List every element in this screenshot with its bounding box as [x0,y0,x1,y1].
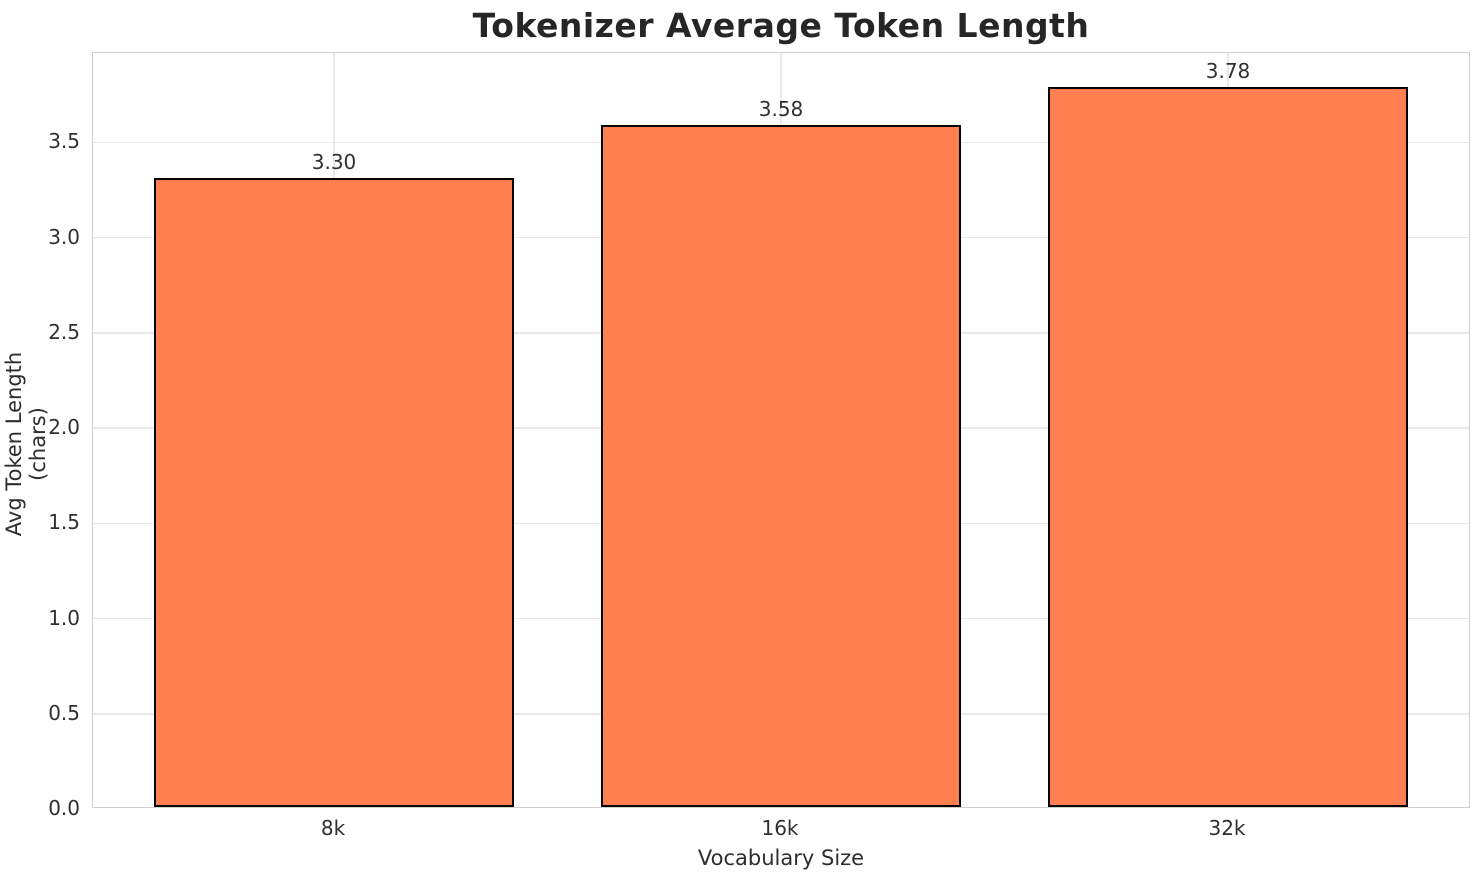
y-tick-label: 2.5 [48,319,80,344]
x-tick-label: 16k [761,816,799,840]
y-tick-label: 2.0 [48,415,80,440]
y-tick-label: 3.0 [48,224,80,249]
chart-title: Tokenizer Average Token Length [472,6,1090,45]
y-tick-label: 0.5 [48,700,80,725]
y-tick-label: 3.5 [48,129,80,154]
y-tick-label: 1.0 [48,605,80,630]
y-axis-label: Avg Token Length (chars) [2,351,50,537]
x-tick-label: 32k [1208,816,1246,840]
x-axis-label: Vocabulary Size [697,846,865,870]
bar-value-label: 3.78 [1205,59,1251,83]
x-tick-label: 8k [320,816,346,840]
y-tick-label: 1.5 [48,510,80,535]
y-tick-label: 0.0 [48,796,80,820]
bar-16k [601,125,961,807]
plot-area: 3.30 3.58 3.78 [92,52,1470,808]
bar-value-label: 3.58 [758,97,804,122]
bar-value-label: 3.30 [311,150,357,175]
bar-8k [154,178,514,807]
bar-32k [1048,87,1408,807]
